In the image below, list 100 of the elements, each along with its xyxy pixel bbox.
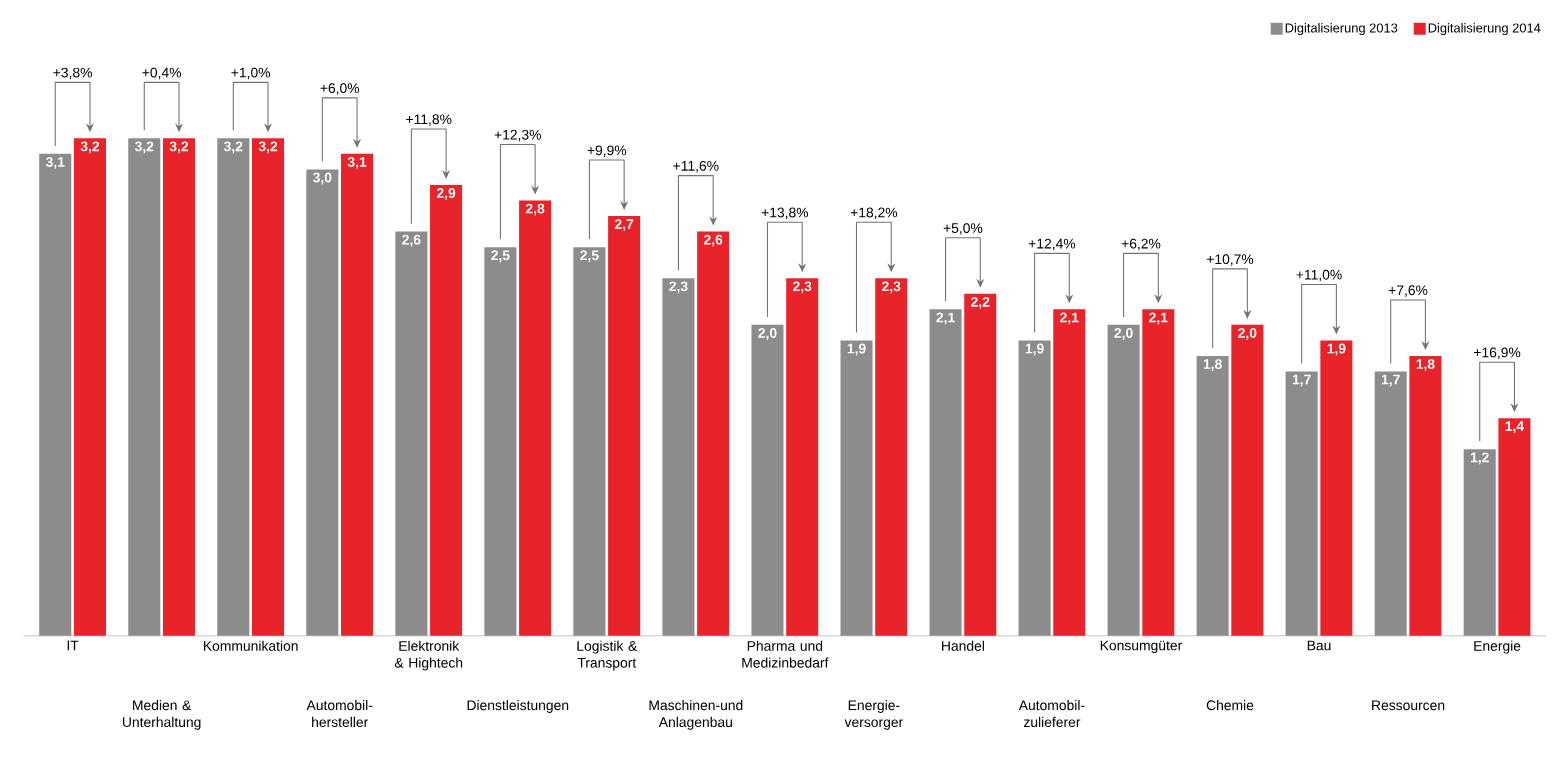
x-tick-label: Maschinen-und Anlagenbau [649,699,743,730]
annotation: +5,0% [943,223,983,235]
annotation: +12,4% [1028,238,1076,251]
data-label: 1,7 [1381,374,1400,387]
x-tick-label: Konsumgüter [1100,640,1182,654]
bar [1374,371,1407,636]
bar [964,293,997,636]
bar [1142,309,1175,636]
bar [73,138,106,636]
x-tick-label: Chemie [1206,699,1254,711]
x-tick-label: Pharma und Medizinbedarf [742,640,829,668]
data-label: 2,0 [758,327,777,340]
data-label: 2,6 [402,234,421,247]
data-label: 1,2 [1470,452,1489,465]
data-label: 2,6 [704,234,723,247]
bar [306,169,339,636]
legend-label: Digitalisierung 2013 [1285,22,1398,36]
annotation: +6,2% [1121,238,1161,251]
text: +1,0% [231,67,271,80]
bar [1498,418,1531,636]
x-tick-label: Automobil-zulieferer [1018,699,1085,727]
annotation: +13,8% [761,207,809,220]
bar [662,278,695,636]
annotation: +11,6% [673,160,719,173]
x-tick-label: Logistik & Transport [577,640,638,671]
annotation: +18,2% [850,207,898,220]
bar [608,215,641,636]
data-label: 3,0 [313,172,332,185]
data-label: 1,9 [1025,343,1044,356]
bar [217,138,250,636]
data-label: 2,3 [793,281,812,294]
bar [1231,324,1264,636]
bar [1053,309,1086,636]
x-tick-label: IT [67,640,79,651]
data-label: 3,2 [223,141,243,154]
data-label: 1,8 [1416,359,1435,371]
bar [1320,340,1353,636]
data-label: 2,1 [1149,312,1168,325]
annotation: +9,9% [587,145,627,157]
bar [39,153,72,636]
bar [1463,449,1496,636]
bar [252,138,285,636]
data-label: 1,4 [1505,421,1525,433]
bar [697,231,730,636]
bar [395,231,428,636]
bar [929,309,962,636]
annotation: +10,7% [1206,254,1254,266]
x-tick-label: Automobil-hersteller [306,699,373,727]
x-tick-label: Ressourcen [1372,700,1445,711]
legend-label: Digitalisierung 2014 [1428,22,1541,36]
data-label: 3,2 [80,141,100,154]
x-tick-label: Dienstleistungen [467,699,569,713]
x-tick-label: Energie-versorger [844,699,903,730]
bar [430,184,463,636]
x-tick-label: Bau [1307,640,1331,651]
x-tick-label: Handel [942,640,984,651]
data-label: 2,3 [669,281,688,294]
data-label: 2,1 [936,312,955,325]
bar [519,200,552,636]
data-label: 3,2 [134,141,154,154]
bar [1196,355,1229,636]
bar [128,138,161,636]
data-label: 2,7 [614,219,634,231]
data-label: 2,3 [882,281,901,294]
text: +6,0% [320,83,360,95]
annotation: +16,9% [1474,347,1521,359]
bar [1409,355,1442,636]
x-tick-label: Energie [1474,640,1521,654]
data-label: 1,9 [1327,343,1346,356]
data-label: 2,9 [436,188,456,200]
bar [1107,324,1140,636]
annotation: +11,0% [1296,269,1342,282]
bar [875,278,908,636]
data-label: 2,2 [971,296,990,309]
bar [573,247,606,636]
annotation: +7,6% [1388,285,1428,297]
data-label: 2,0 [1114,327,1133,340]
text: +0,4% [142,67,182,80]
data-label: 3,1 [45,156,65,169]
bar [484,247,517,636]
data-label: 3,2 [169,141,189,154]
data-label: 2,5 [580,250,599,263]
data-label: 2,1 [1060,312,1079,325]
bar [162,138,196,636]
bar [786,278,819,636]
data-label: 3,1 [347,156,367,169]
data-label: 2,0 [1238,327,1257,340]
data-label: 1,9 [847,343,866,356]
annotation: +12,3% [494,129,541,142]
x-tick-label: Medien & Unterhaltung [122,699,201,730]
data-label: 1,7 [1292,374,1311,387]
data-label: 2,8 [525,203,545,216]
x-tick-label: Elektronik & Hightech [394,640,463,671]
text: +3,8% [53,67,92,80]
data-label: 3,2 [258,141,278,154]
bar [751,324,784,636]
text: +11,8% [406,114,452,126]
bar [341,153,374,636]
data-label: 1,8 [1203,359,1222,371]
bar [1018,340,1051,636]
